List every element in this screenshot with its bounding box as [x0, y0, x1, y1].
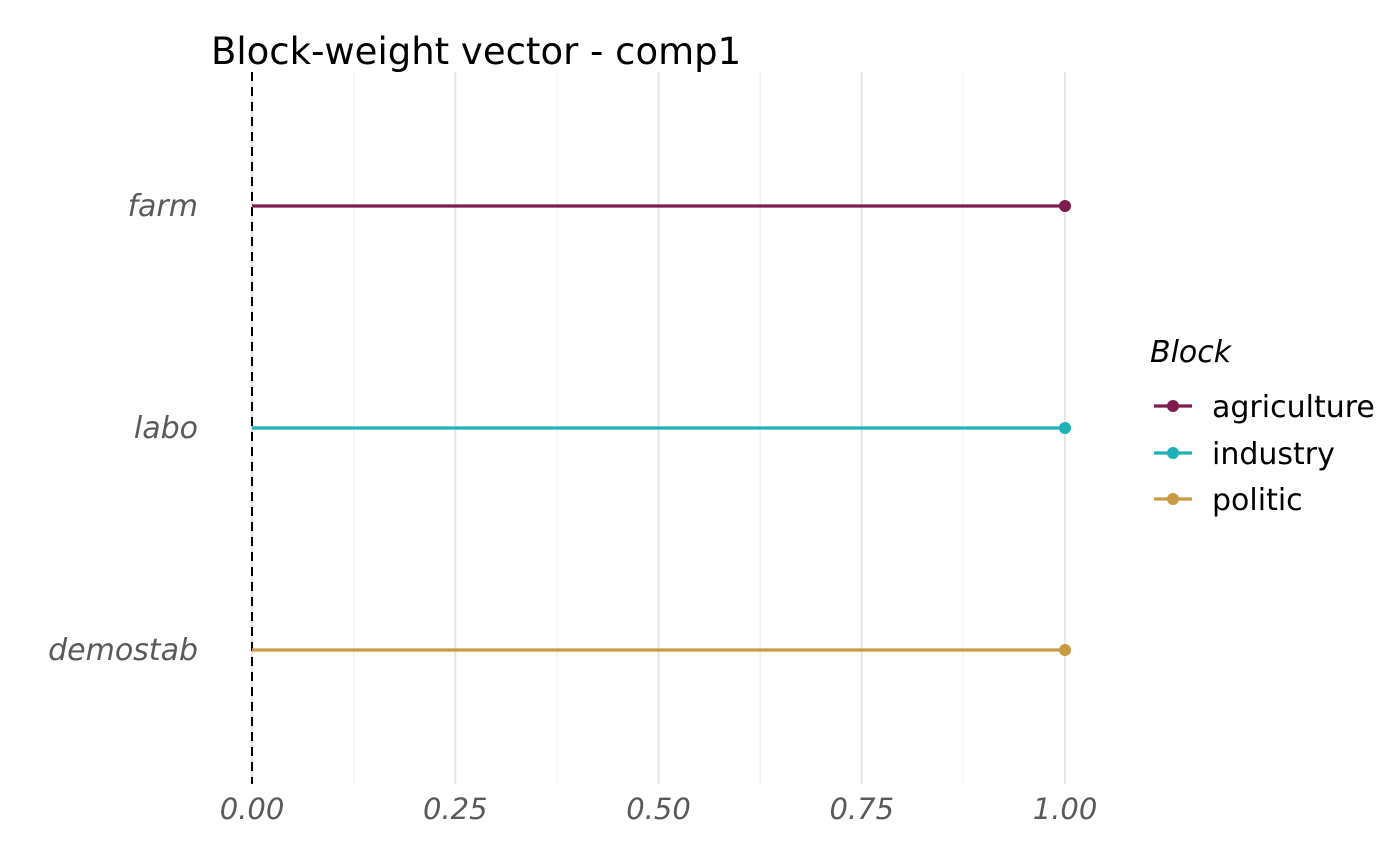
x-tick-label-2: 0.50 — [626, 792, 691, 826]
x-axis-tick-labels: 0.00 0.25 0.50 0.75 1.00 — [220, 792, 1098, 826]
lollipop-point-demostab — [1059, 644, 1071, 656]
y-label-labo: labo — [134, 411, 198, 446]
y-axis-labels: farm labo demostab — [48, 189, 198, 668]
lollipop-point-farm — [1059, 200, 1071, 212]
y-label-farm: farm — [127, 189, 198, 224]
legend-title: Block — [1150, 335, 1233, 370]
x-tick-label-0: 0.00 — [220, 792, 285, 826]
lollipop-series — [252, 200, 1071, 656]
lollipop-point-labo — [1059, 422, 1071, 434]
x-tick-label-4: 1.00 — [1033, 792, 1098, 826]
legend-items: agriculture industry politic — [1154, 390, 1375, 518]
legend-label-agriculture: agriculture — [1212, 390, 1375, 425]
x-tick-label-1: 0.25 — [423, 792, 488, 826]
legend-label-industry: industry — [1212, 437, 1335, 472]
chart-title: Block-weight vector - comp1 — [211, 30, 741, 73]
legend-key-point-agriculture — [1167, 400, 1179, 412]
legend-key-point-industry — [1167, 447, 1179, 459]
legend-key-point-politic — [1167, 493, 1179, 505]
legend: Block agriculture industry politic — [1150, 335, 1375, 518]
x-tick-label-3: 0.75 — [829, 792, 894, 826]
y-label-demostab: demostab — [48, 633, 198, 668]
legend-label-politic: politic — [1212, 483, 1303, 518]
